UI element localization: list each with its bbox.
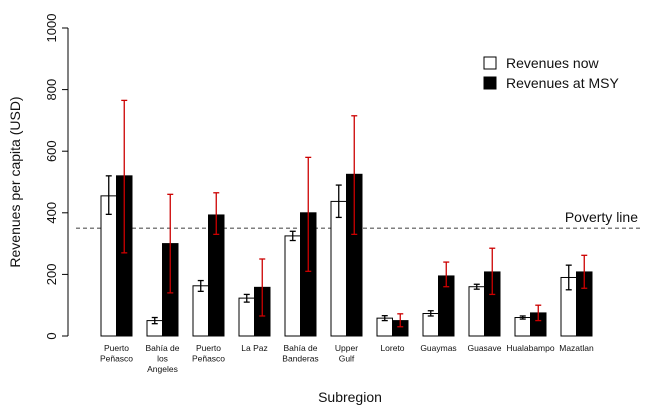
y-tick-label: 0 [44,332,59,339]
bars-group [100,173,593,337]
poverty-line-label: Poverty line [565,209,638,225]
x-category-label: Puerto Peñasco [100,343,133,364]
bar-revenues-now [238,297,255,337]
x-axis-title: Subregion [318,389,382,405]
x-category-label-line: La Paz [241,343,267,353]
y-tick-label: 400 [44,202,59,224]
y-axis: 0 200 400 600 800 1000 [44,14,69,340]
x-category-label: Upper Gulf [335,343,358,364]
x-category-label: Loreto [380,343,404,353]
x-category-label-line: Peñasco [192,354,225,364]
bar-revenues-now [330,200,347,337]
bar-revenues-now [468,286,485,337]
legend-label-msy: Revenues at MSY [506,75,619,91]
bar-revenues-now [284,235,301,337]
x-category-label-line: Mazatlan [559,343,594,353]
x-category-label-line: Gulf [339,354,355,364]
x-category-label: Hualabampo [506,343,554,353]
x-category-label-line: los [157,354,168,364]
x-category-label-line: Loreto [380,343,404,353]
x-category-label-line: Puerto [196,343,221,353]
x-category-label-line: Bahía de [145,343,179,353]
y-axis-title: Revenues per capita (USD) [7,96,23,267]
legend-swatch-msy [483,76,497,90]
x-category-label-line: Upper [335,343,358,353]
y-tick-label: 200 [44,264,59,286]
x-category-label: Puerto Peñasco [192,343,225,364]
x-category-label: Bahía de Banderas [282,343,318,364]
y-tick-label: 600 [44,140,59,162]
x-category-label-line: Bahía de [283,343,317,353]
error-bars-group [105,99,588,328]
x-category-label-line: Banderas [282,354,318,364]
y-tick-label: 800 [44,79,59,101]
x-category-label-line: Hualabampo [506,343,554,353]
bar-revenues-now [192,285,209,337]
x-category-label: Bahía de los Angeles [145,343,179,374]
x-category-label-line: Peñasco [100,354,133,364]
x-category-label: Guaymas [420,343,456,353]
x-category-label-line: Guasave [467,343,501,353]
bar-revenues-now [100,195,117,337]
x-category-label-line: Puerto [104,343,129,353]
legend-label-now: Revenues now [506,55,600,71]
bar-revenues-now [422,313,439,337]
legend: Revenues now Revenues at MSY [483,55,619,91]
x-category-label-line: Guaymas [420,343,456,353]
x-category-label-line: Angeles [147,364,178,374]
legend-swatch-now [483,56,497,70]
bar-revenues-now [514,317,531,337]
x-category-label: Mazatlan [559,343,594,353]
y-tick-label: 1000 [44,14,59,43]
x-category-label: La Paz [241,343,267,353]
x-category-label: Guasave [467,343,501,353]
